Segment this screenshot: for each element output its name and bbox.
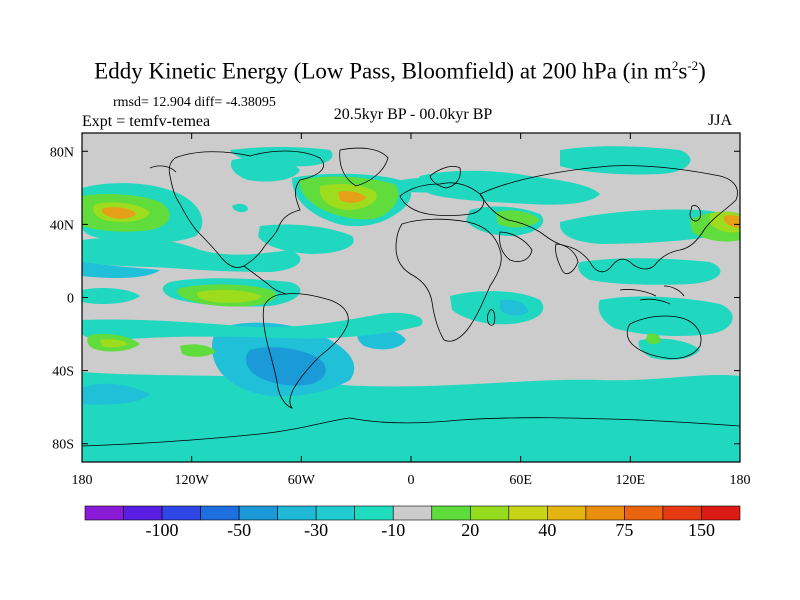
colorbar-label: -50: [227, 520, 251, 540]
contour-region-cyan: [258, 224, 354, 254]
lon-tick-label: 60W: [288, 473, 316, 488]
colorbar-swatch: [315, 505, 356, 521]
coast-arabia: [499, 231, 533, 262]
map-field: [82, 133, 740, 462]
colorbar-label: 40: [538, 520, 556, 540]
lat-tick-label: 40S: [52, 365, 74, 380]
colorbar-swatch: [238, 505, 278, 521]
coast-antarctica: [82, 417, 740, 447]
colorbar-swatch: [701, 505, 741, 521]
contour-region-green: [180, 344, 216, 357]
lon-tick-label: 120W: [175, 473, 210, 488]
colorbar-swatch: [354, 505, 394, 521]
contour-region-cyan: [450, 291, 544, 325]
coast-madagascar: [487, 309, 496, 326]
coastlines: [82, 147, 740, 447]
colorbar-label: -30: [304, 520, 328, 540]
contour-region-orange: [101, 207, 136, 219]
coast-greenland: [339, 147, 389, 187]
coast-japan: [689, 205, 701, 222]
colorbar-swatch: [547, 505, 587, 521]
lon-tick-label: 180: [72, 473, 93, 488]
colorbar-swatch: [508, 505, 548, 521]
season-label: JJA: [708, 112, 733, 129]
colorbar-label: 75: [615, 520, 633, 540]
contour-region-cyan: [230, 147, 333, 167]
colorbar-swatch: [431, 505, 471, 521]
colorbar-label: 20: [461, 520, 479, 540]
coast-asia: [479, 165, 738, 273]
contour-region-lightblue: [82, 262, 160, 278]
coast-africa: [395, 218, 502, 342]
lat-tick-label: 40N: [50, 218, 74, 233]
colorbar-swatch: [277, 505, 317, 521]
colorbar-label: -100: [146, 520, 179, 540]
lat-tick-label: 0: [67, 292, 74, 307]
contour-region-cyan: [82, 408, 740, 446]
colorbar-label: 150: [688, 520, 715, 540]
contour-region-yellowgreen: [100, 339, 128, 348]
coast-indonesia: [619, 285, 685, 305]
coast-scandinavia: [429, 166, 461, 189]
contour-region-cyan: [232, 203, 248, 213]
experiment-label: Expt = temfv-temea: [82, 113, 211, 130]
contour-region-orange: [338, 191, 366, 203]
contour-region-cyan: [578, 258, 721, 285]
stats-label: rmsd= 12.904 diff= -4.38095: [113, 95, 276, 110]
colorbar-swatch: [624, 505, 664, 521]
contour-region-blue: [245, 347, 326, 386]
lon-tick-label: 60E: [509, 473, 532, 488]
lat-tick-label: 80N: [50, 145, 74, 160]
lon-tick-label: 120E: [616, 473, 646, 488]
colorbar: [84, 505, 741, 521]
colorbar-swatch: [200, 505, 240, 521]
colorbar-swatch: [84, 505, 124, 521]
colorbar-swatch: [123, 505, 163, 521]
period-label: 20.5kyr BP - 00.0kyr BP: [333, 106, 493, 123]
contour-region-cyan: [82, 237, 301, 272]
coast-australia: [626, 315, 702, 359]
lon-tick-label: 180: [730, 473, 751, 488]
colorbar-swatch: [392, 505, 433, 521]
contour-region-lightblue: [500, 299, 528, 316]
colorbar-swatch: [161, 505, 201, 521]
colorbar-swatch: [662, 505, 702, 521]
contour-region-lightblue: [82, 383, 150, 405]
contour-region-green: [496, 210, 540, 228]
coast-alaska: [149, 165, 177, 173]
coast-india: [555, 243, 579, 275]
colorbar-swatch: [469, 505, 510, 521]
lon-tick-label: 0: [408, 473, 415, 488]
colorbar-labels: -100 -50 -30 -10 20 40 75 150: [146, 520, 715, 540]
contour-region-cyan: [82, 288, 140, 304]
colorbar-label: -10: [381, 520, 405, 540]
latitude-axis: 80N 40N 0 40S 80S: [50, 145, 740, 453]
lat-tick-label: 80S: [52, 438, 74, 453]
contour-region-green: [646, 333, 661, 345]
plot-title: Eddy Kinetic Energy (Low Pass, Bloomfiel…: [94, 58, 706, 84]
colorbar-swatch: [585, 505, 625, 521]
coast-central-america: [243, 265, 287, 295]
coast-north-america: [168, 150, 325, 268]
contour-region-yellowgreen: [196, 289, 262, 303]
contour-region-cyan: [418, 170, 600, 205]
contour-region-cyan: [82, 312, 423, 341]
coast-south-america: [262, 293, 349, 409]
longitude-axis: 180 120W 60W 0 60E 120E 180: [72, 133, 751, 488]
